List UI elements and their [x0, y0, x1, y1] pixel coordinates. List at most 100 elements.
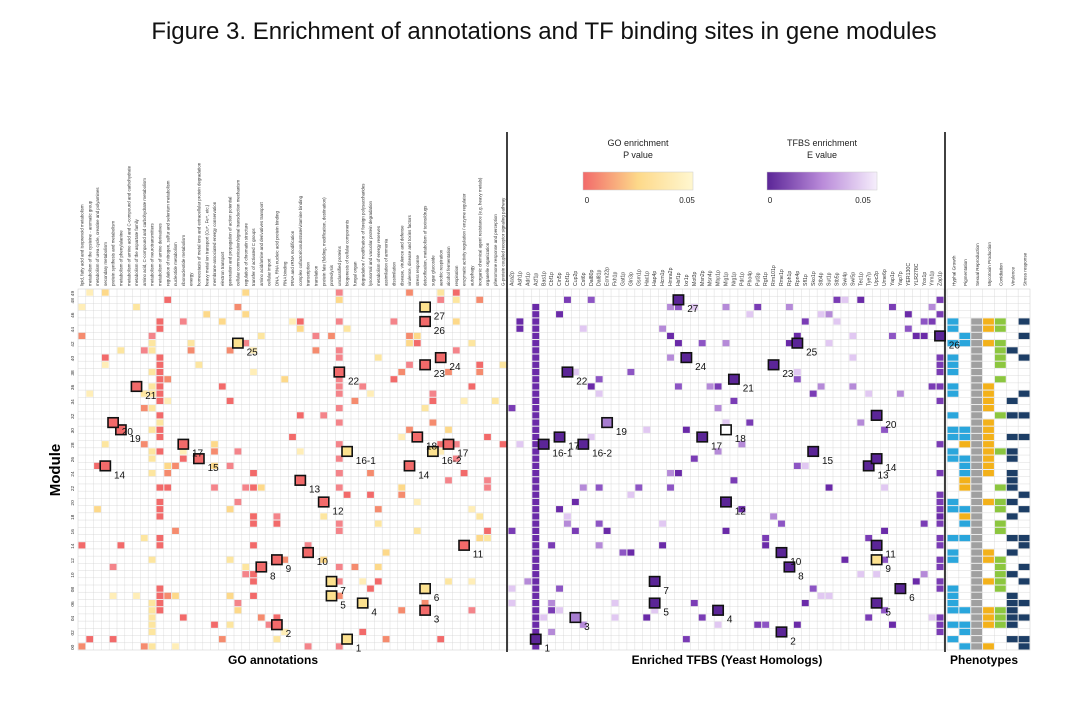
go-term-label: metabolism of the aspartate family [134, 218, 139, 286]
phenotype-cell [947, 506, 959, 513]
go-cell [484, 433, 491, 441]
module-axis-label: Module [47, 444, 64, 497]
tfbs-cell [928, 383, 936, 390]
go-cell [156, 397, 164, 405]
go-cell [172, 592, 179, 599]
tfbs-cell [936, 542, 944, 549]
phenotype-cell [971, 599, 983, 607]
tfbs-legend-subtitle: E value [807, 150, 837, 160]
phenotype-cell [959, 426, 971, 433]
phenotype-cell [1006, 347, 1018, 354]
tfbs-legend: TFBS enrichment E value 0 0.05 [766, 138, 878, 205]
go-cell [413, 332, 421, 340]
go-cell [351, 397, 359, 405]
go-cell [499, 361, 507, 368]
tfbs-cell [643, 426, 651, 433]
go-cell [421, 405, 429, 412]
go-cell [242, 571, 250, 578]
go-cell [452, 441, 460, 448]
tf-name-label: Mbp1p [716, 270, 722, 286]
go-cell [195, 361, 203, 368]
go-module-box [419, 583, 431, 595]
go-cell [445, 368, 452, 376]
tf-name-label: Gsm1p [636, 269, 642, 286]
tfbs-cell [825, 311, 833, 318]
tfbs-module-box-label: 26 [949, 340, 961, 351]
tfbs-cell [682, 426, 690, 433]
phenotype-cell [959, 621, 971, 628]
phenotype-cell [947, 498, 959, 506]
phenotype-cell [983, 578, 994, 585]
go-module-box-label: 14 [418, 470, 430, 481]
phenotype-cell [947, 426, 959, 433]
tfbs-cell [667, 484, 674, 491]
phenotype-cell [971, 578, 983, 585]
go-module-box [317, 496, 330, 508]
go-cell [148, 607, 156, 614]
go-cell [335, 484, 343, 491]
go-cell [164, 484, 172, 491]
go-cell [148, 383, 156, 390]
tfbs-cell [841, 556, 849, 563]
tfbs-cell [936, 361, 944, 368]
go-term-label: energy [189, 272, 194, 286]
tfbs-cell [532, 311, 540, 318]
phenotype-cell [994, 325, 1006, 332]
go-module-box-label: 25 [247, 348, 259, 359]
tfbs-module-box [783, 561, 796, 573]
go-module-box [232, 337, 244, 349]
tfbs-cell [587, 296, 595, 303]
go-module-box [115, 424, 127, 436]
go-cell [164, 397, 172, 405]
phenotype-cell [971, 643, 983, 650]
go-legend: GO enrichment P value 0 0.05 [582, 138, 695, 205]
tfbs-cell [516, 441, 524, 448]
phenotype-cell [971, 441, 983, 448]
phenotype-cell [983, 318, 994, 325]
go-cell [335, 520, 343, 527]
go-cell [156, 325, 164, 332]
tfbs-cell [920, 318, 928, 325]
module-tick-label: 04 [70, 615, 76, 621]
phenotype-cell [947, 621, 959, 628]
tfbs-module-box-label: 9 [885, 564, 891, 575]
phenotype-cell [1006, 448, 1018, 455]
go-cell [468, 506, 476, 513]
tf-name-label: Cin5p [557, 272, 563, 286]
tfbs-module-box [870, 453, 883, 465]
tf-name-label: Hac1p [644, 271, 650, 286]
tfbs-cell [881, 484, 889, 491]
go-cell [226, 462, 234, 469]
tf-name-label: Swi4p [842, 272, 848, 286]
tfbs-module-box-label: 21 [743, 384, 755, 395]
go-term-label: complex cofactor/cosubstrate/vitamine bi… [298, 195, 303, 286]
phenotype-cell [947, 433, 959, 441]
go-cell [343, 325, 351, 332]
tfbs-cell [881, 556, 889, 563]
go-module-box [255, 561, 268, 573]
phenotype-cell [983, 433, 994, 441]
tf-name-label: Dal81p [597, 269, 603, 286]
tfbs-cell [896, 390, 904, 397]
go-cell [335, 318, 343, 325]
go-module-box [356, 597, 369, 609]
phenotype-cell [983, 419, 994, 426]
phenotype-cell [971, 628, 983, 636]
go-module-box-label: 13 [309, 485, 321, 496]
phenotype-cell [959, 477, 971, 484]
go-annotations-label: GO annotations [228, 653, 318, 667]
module-tick-label: 12 [70, 558, 76, 564]
tfbs-module-box [870, 409, 883, 421]
module-tick-label: 18 [70, 514, 76, 520]
phenotype-cell [971, 520, 983, 527]
tf-name-label: Yap1p [890, 271, 896, 286]
tfbs-cell [667, 470, 674, 477]
tfbs-cell [936, 311, 944, 318]
tfbs-module-box [720, 424, 732, 436]
go-term-label: G-protein coupled receptor signaling pat… [501, 197, 506, 286]
tfbs-cell [595, 390, 603, 397]
go-term-label: amino acid/amine and derivatives transpo… [259, 202, 264, 286]
go-cell [117, 542, 125, 549]
tfbs-cell [936, 354, 944, 361]
